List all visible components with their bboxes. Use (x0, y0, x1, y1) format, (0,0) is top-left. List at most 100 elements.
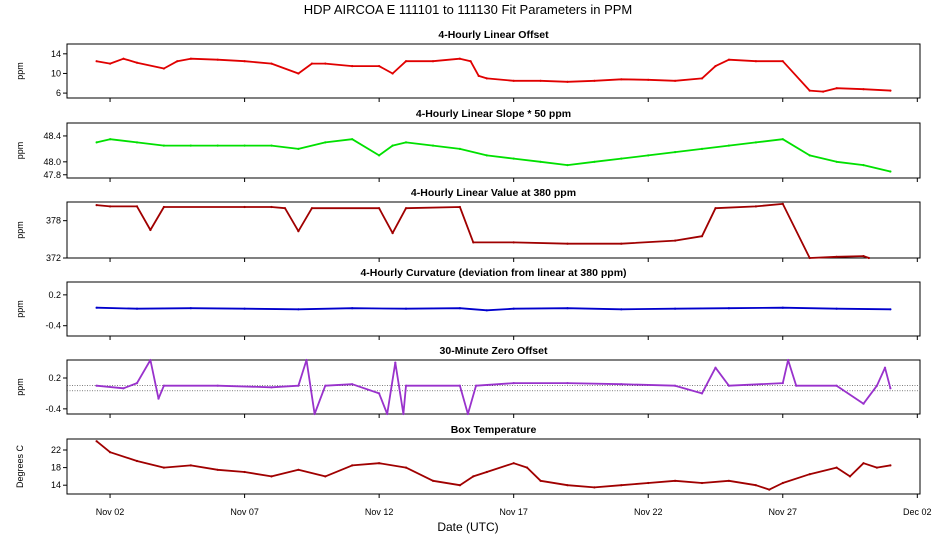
data-point (700, 147, 704, 150)
series-line-1 (96, 306, 891, 312)
data-point (135, 382, 139, 385)
data-point (647, 481, 650, 485)
data-point (835, 160, 838, 163)
data-point (404, 384, 408, 387)
data-point (109, 451, 112, 454)
data-point (512, 307, 515, 310)
data-point (781, 306, 784, 309)
data-point (862, 88, 865, 91)
y-tick-label: 48.0 (43, 157, 61, 167)
data-point (135, 61, 139, 64)
series-line-1 (96, 138, 891, 173)
data-point (162, 67, 165, 70)
data-point (162, 466, 165, 469)
data-point (189, 464, 192, 467)
data-point (808, 89, 811, 92)
data-point (351, 464, 354, 467)
data-point (835, 466, 838, 469)
data-point (727, 384, 731, 387)
data-point (386, 412, 389, 416)
data-point (787, 358, 790, 362)
data-point (485, 470, 488, 474)
data-point (512, 157, 515, 160)
panel-3: 4-Hourly Linear Value at 380 ppm 372 378 pp… (15, 187, 921, 263)
data-point (404, 141, 408, 144)
data-point (378, 392, 381, 395)
data-point (862, 255, 865, 258)
data-point (781, 202, 784, 205)
data-point (189, 57, 192, 60)
data-point (512, 462, 515, 465)
data-point (477, 74, 480, 77)
data-point (754, 141, 758, 144)
data-point (754, 484, 758, 487)
y-axis-label: ppm (15, 142, 25, 160)
data-point (781, 60, 784, 63)
x-tick-label: Nov 02 (96, 507, 125, 517)
data-point (620, 157, 623, 160)
data-point (95, 141, 98, 144)
data-point (862, 402, 865, 405)
data-point (539, 479, 542, 482)
data-point (781, 138, 784, 141)
data-point (404, 307, 408, 310)
data-point (243, 60, 246, 63)
data-point (485, 77, 488, 80)
panel-title: 4-Hourly Linear Offset (438, 29, 549, 41)
data-point (539, 160, 542, 163)
data-point (162, 384, 165, 387)
data-point (835, 307, 838, 310)
data-point (216, 384, 219, 387)
data-point (647, 78, 650, 81)
data-point (109, 62, 112, 65)
data-point (351, 138, 354, 141)
data-point (351, 65, 354, 68)
data-point (378, 462, 381, 465)
data-point (466, 412, 469, 416)
data-point (176, 60, 179, 63)
data-point (391, 232, 394, 235)
data-point (620, 308, 623, 311)
data-point (324, 384, 327, 387)
data-point (189, 144, 192, 147)
panel-6: Box Temperature 14 18 22 Degrees C (15, 424, 921, 498)
y-tick-label: 378 (46, 216, 61, 226)
data-point (402, 412, 405, 416)
data-point (512, 79, 515, 82)
data-point (270, 62, 273, 65)
data-point (297, 384, 300, 387)
data-point (216, 468, 219, 471)
data-point (458, 57, 461, 60)
data-point (351, 307, 354, 310)
data-point (297, 230, 300, 233)
data-point (727, 307, 731, 310)
x-axis-title: Date (UTC) (437, 520, 498, 534)
data-point (243, 470, 246, 474)
data-point (700, 392, 704, 395)
data-point (95, 60, 98, 63)
data-point (674, 384, 677, 387)
y-tick-label: 0.2 (48, 290, 61, 300)
data-point (149, 358, 152, 362)
panel-title: 4-Hourly Linear Value at 380 ppm (411, 187, 576, 199)
data-point (620, 383, 623, 386)
data-point (593, 79, 596, 82)
data-point (270, 475, 273, 478)
data-point (135, 205, 139, 208)
panel-title: 4-Hourly Curvature (deviation from linea… (360, 267, 626, 279)
data-point (674, 239, 677, 242)
data-point (135, 307, 139, 310)
data-point (243, 144, 246, 147)
data-point (216, 58, 219, 61)
data-point (593, 160, 596, 163)
data-point (324, 475, 327, 478)
plot-frame (66, 201, 921, 259)
plot-frame (66, 43, 921, 99)
data-point (95, 204, 98, 207)
data-point (378, 65, 381, 68)
data-point (566, 307, 569, 310)
data-point (867, 256, 871, 260)
data-point (95, 306, 98, 309)
data-point (472, 475, 475, 478)
data-point (474, 384, 478, 387)
